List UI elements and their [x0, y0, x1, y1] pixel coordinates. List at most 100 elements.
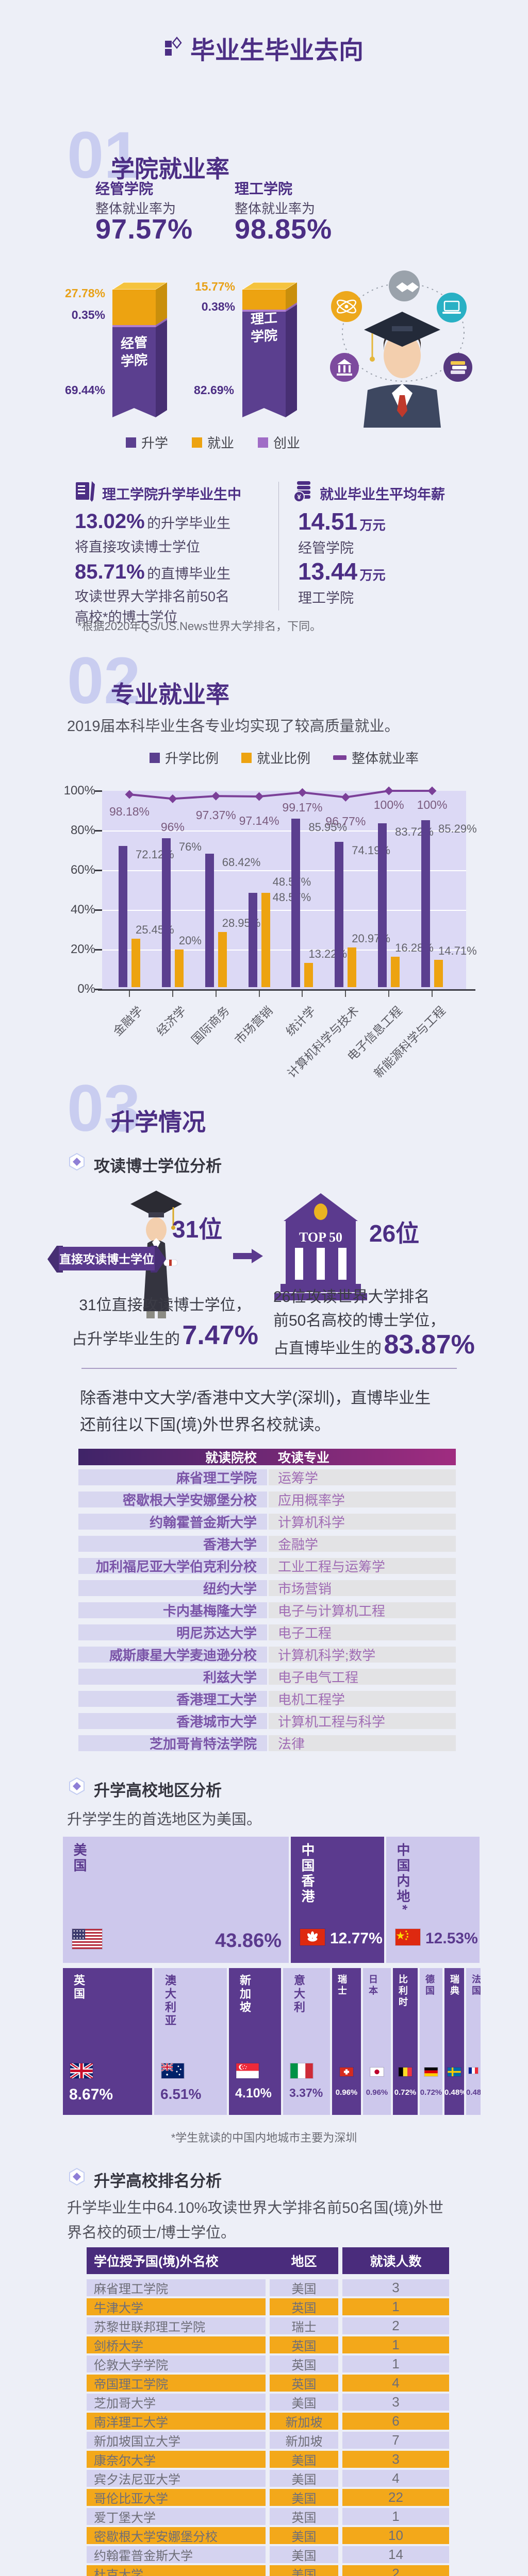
treemap-block-hk: 中国香港 12.77% — [291, 1837, 384, 1963]
phd-table-header: 就读院校 攻读专业 — [78, 1449, 456, 1465]
bar-employment-统计学 — [304, 963, 314, 987]
flag-se-icon — [447, 2067, 461, 2077]
treemap-pct: 4.10% — [235, 2086, 272, 2100]
college2-overall-rate: 98.85% — [235, 214, 333, 245]
phd-right-line2: 前50名高校的博士学位， — [273, 1312, 446, 1329]
phd-table-row-school: 香港理工大学 — [78, 1691, 267, 1707]
bar-label-further: 85.29% — [438, 822, 477, 835]
x-axis-tick — [302, 991, 303, 997]
college-chart-legend: 升学 就业 创业 — [126, 433, 300, 452]
section1-footnote: *根据2020年QS/US.News世界大学排名，下同。 — [77, 620, 322, 633]
treemap-pct: 0.48% — [444, 2088, 464, 2097]
ranking-cell: 英国 — [270, 2375, 338, 2392]
treemap-block-de: 德国 0.72% — [420, 1968, 442, 2115]
college2-startup-pct: 0.38% — [201, 300, 235, 313]
ranking-cell: 宾夕法尼亚大学 — [87, 2470, 266, 2487]
bar-label-employment: 20% — [178, 934, 202, 947]
bar-further-经济学 — [161, 838, 171, 987]
ranking-cell: 麻省理工学院 — [87, 2279, 266, 2296]
arrow-right-icon — [233, 1247, 263, 1265]
books-icon — [443, 353, 472, 382]
ranking-cell: 4 — [342, 2470, 449, 2487]
treemap-block-au: 澳大利亚 6.51% — [154, 1968, 227, 2115]
ranking-cell: 美国 — [270, 2470, 338, 2487]
phd-table-row-major: 计算机科学 — [269, 1514, 456, 1530]
salary-1: 14.51 万元 — [298, 508, 386, 535]
bar-employment-金融学 — [131, 939, 140, 987]
stats-divider — [278, 482, 279, 611]
phd-table-row-major: 金融学 — [269, 1536, 456, 1552]
atom-icon — [331, 291, 362, 322]
bar-employment-国际商务 — [218, 931, 227, 987]
bar-further-国际商务 — [205, 853, 214, 987]
section3-number: 03 — [67, 1072, 141, 1145]
treemap-block-se: 瑞典 0.48% — [444, 1968, 464, 2115]
svg-text:理工: 理工 — [251, 310, 277, 327]
phd-ribbon-label: 直接攻读博士学位 — [59, 1252, 154, 1266]
phd-right-line3: 占直博毕业生的 83.87% — [273, 1330, 475, 1360]
phd-left-line2: 占升学毕业生的 7.47% — [72, 1320, 258, 1350]
section1-title: 学院就业率 — [111, 156, 229, 182]
treemap-block-it: 意大利 3.37% — [283, 1968, 330, 2115]
treemap-pct: 8.67% — [69, 2086, 113, 2103]
phd-table-row-school: 麻省理工学院 — [78, 1469, 267, 1486]
phd-table-row-major: 计算机科学;数学 — [269, 1647, 456, 1663]
bank-icon — [330, 353, 359, 382]
treemap-pct: 0.72% — [394, 2088, 417, 2097]
salary-1-college: 经管学院 — [298, 540, 354, 556]
phd-table-row-major: 电子电气工程 — [269, 1669, 456, 1685]
ranking-cell: 牛津大学 — [87, 2298, 266, 2315]
phd-table-row-school: 利兹大学 — [78, 1669, 267, 1685]
flag-uk-icon — [70, 2063, 93, 2079]
laptop-icon — [437, 293, 467, 323]
ranking-cell: 帝国理工学院 — [87, 2375, 266, 2392]
phd-left-line1: 31位直接攻读博士学位， — [79, 1297, 251, 1314]
treemap-name: 比利时 — [398, 1974, 408, 2008]
flag-sg-icon — [236, 2063, 259, 2079]
ranking-cell: 2 — [342, 2317, 449, 2334]
ranking-description: 升学毕业生中64.10%攻读世界大学排名前50名国(境)外世 界名校的硕士/博士… — [67, 2200, 443, 2241]
college2-sublabel: 整体就业率为 — [235, 201, 316, 216]
stats-left-line1: 13.02% 的升学毕业生 — [75, 510, 231, 533]
gridline — [102, 831, 466, 832]
legend-overall-rate: 整体就业率 — [333, 748, 419, 767]
ranking-cell: 4 — [342, 2375, 449, 2392]
legend-employment: 就业 — [192, 433, 234, 452]
treemap-name: 瑞士 — [337, 1974, 347, 1997]
overall-rate-line — [125, 786, 437, 803]
treemap-pct: 0.96% — [335, 2088, 358, 2097]
phd-table-row-school: 卡内基梅隆大学 — [78, 1602, 267, 1619]
treemap-name: 中国香港 — [300, 1843, 315, 1905]
treemap-pct: 0.72% — [420, 2088, 442, 2097]
region-description: 升学学生的首选地区为美国。 — [67, 1811, 262, 1828]
ranking-cell: 22 — [342, 2489, 449, 2506]
bar-further-市场营销 — [248, 893, 257, 987]
ranking-subtitle: 升学高校排名分析 — [94, 2172, 222, 2190]
ranking-cell: 美国 — [270, 2451, 338, 2468]
ranking-cell: 英国 — [270, 2355, 338, 2372]
region-section-bullet-icon — [69, 1777, 85, 1795]
phd-subtitle: 攻读博士学位分析 — [94, 1157, 222, 1175]
phd-table-row-school: 纽约大学 — [78, 1580, 267, 1597]
treemap-name: 德国 — [424, 1974, 435, 1997]
ranking-cell: 美国 — [270, 2279, 338, 2296]
college1-further-pct: 69.44% — [64, 383, 105, 397]
line-label: 97.37% — [195, 808, 236, 822]
bar-further-电子信息工程 — [378, 823, 387, 987]
treemap-name: 瑞典 — [449, 1974, 459, 1997]
treemap-name: 意大利 — [292, 1974, 305, 2014]
phd-table-row-school: 威斯康星大学麦迪逊分校 — [78, 1647, 267, 1663]
treemap-pct: 6.51% — [160, 2086, 202, 2102]
ranking-cell: 7 — [342, 2432, 449, 2449]
flag-au-icon — [161, 2063, 185, 2079]
ranking-cell: 约翰霍普金斯大学 — [87, 2546, 266, 2563]
college2-further-pct: 82.69% — [193, 383, 234, 397]
bar-employment-新能源科学与工程 — [434, 960, 443, 987]
phd-table-row-major: 电机工程学 — [269, 1691, 456, 1707]
ranking-cell: 14 — [342, 2546, 449, 2563]
flag-jp-icon — [370, 2067, 384, 2077]
treemap-name: 日本 — [368, 1974, 378, 1997]
ranking-cell: 1 — [342, 2355, 449, 2372]
ranking-cell: 芝加哥大学 — [87, 2394, 266, 2411]
